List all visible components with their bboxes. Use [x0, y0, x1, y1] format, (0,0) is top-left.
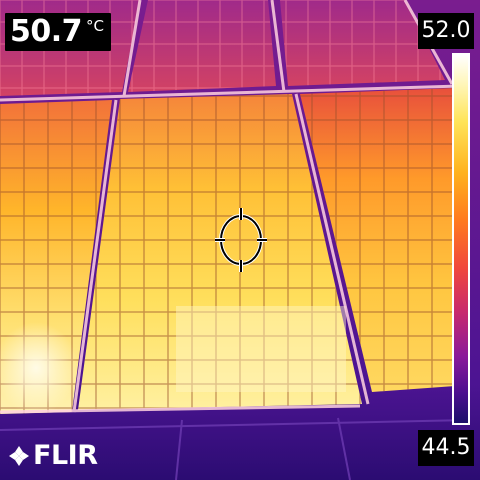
scale-min-label: 44.5	[418, 430, 474, 466]
flir-logo: FLIR	[8, 438, 98, 474]
crosshair-icon	[215, 208, 267, 272]
flir-logo-text: FLIR	[33, 440, 98, 471]
panel-row-main	[0, 88, 455, 414]
panel-frames	[0, 0, 461, 414]
spot-temperature-unit: °C	[86, 17, 105, 35]
scale-max-label: 52.0	[418, 13, 474, 49]
temperature-scale-bar	[452, 53, 470, 425]
spot-temperature-readout: 50.7 °C	[5, 13, 112, 51]
ground-lines	[0, 417, 471, 480]
flir-logo-icon	[9, 446, 29, 466]
spot-temperature-value: 50.7	[10, 14, 83, 49]
